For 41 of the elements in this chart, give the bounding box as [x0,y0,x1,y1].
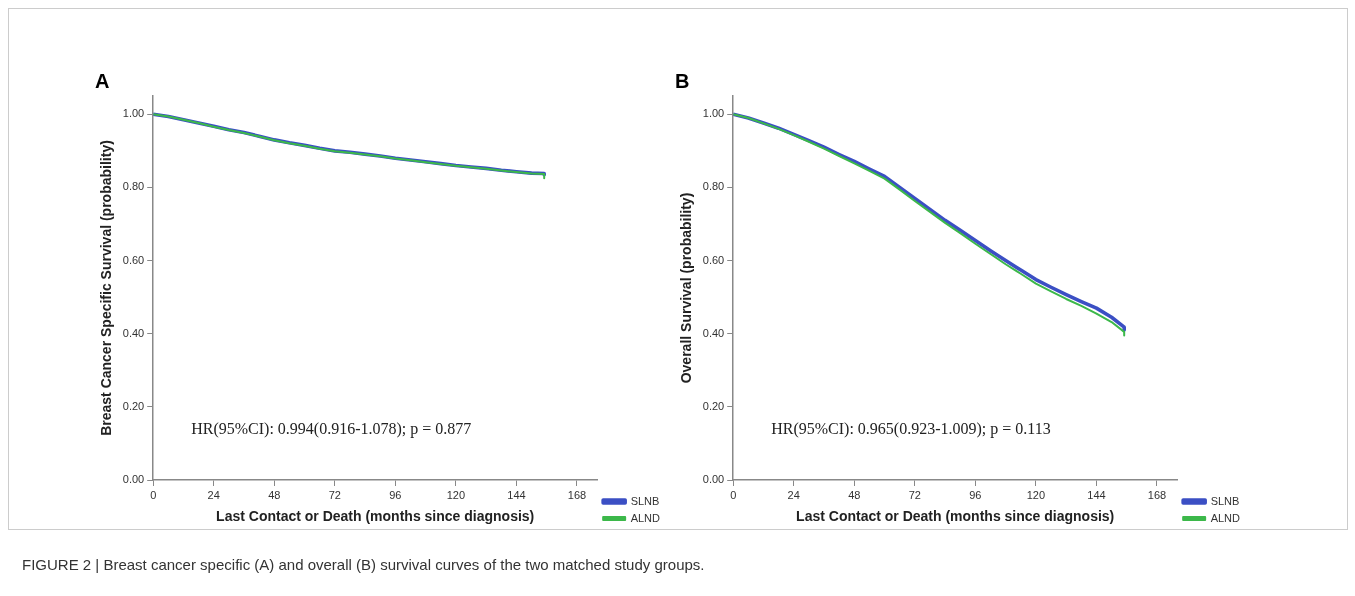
x-tick-label: 72 [908,488,921,501]
x-tick-label: 168 [567,488,587,501]
y-tick-label: 0.00 [702,473,725,486]
legend-label: SLNB [1210,494,1240,507]
x-tick-label: 72 [328,488,341,501]
y-axis-title: Overall Survival (probability) [678,192,695,384]
x-tick-label: 168 [1147,488,1167,501]
x-axis-title: Last Contact or Death (months since diagnosis) [216,508,535,525]
legend-label: ALND [1210,511,1241,524]
y-tick-label: 0.80 [702,180,725,193]
x-axis-title: Last Contact or Death (months since diagnosis) [796,508,1115,525]
legend-label: SLNB [630,494,660,507]
x-tick-label: 144 [1087,488,1106,501]
annotation: HR(95%CI): 0.965(0.923-1.009); p = 0.113 [771,420,1051,439]
x-tick-label: 96 [969,488,982,501]
y-axis-title: Breast Cancer Specific Survival (probability) [98,140,115,436]
x-tick-label: 0 [150,488,157,501]
y-tick-label: 0.00 [122,473,145,486]
y-tick-label: 1.00 [702,107,725,120]
x-tick-label: 24 [207,488,220,501]
x-tick-label: 48 [268,488,281,501]
chart-title: A [95,69,110,92]
y-tick-label: 0.80 [122,180,145,193]
y-tick-label: 0.40 [122,326,145,339]
x-tick-label: 120 [1026,488,1046,501]
x-tick-label: 120 [446,488,466,501]
chart-title: B [675,69,690,92]
y-tick-label: 0.20 [702,399,725,412]
y-tick-label: 0.40 [702,326,725,339]
x-tick-label: 96 [389,488,402,501]
y-tick-label: 1.00 [122,107,145,120]
y-tick-label: 0.20 [122,399,145,412]
y-tick-label: 0.60 [702,253,725,266]
x-tick-label: 24 [787,488,800,501]
annotation: HR(95%CI): 0.994(0.916-1.078); p = 0.877 [191,420,472,439]
x-tick-label: 0 [730,488,737,501]
x-tick-label: 48 [848,488,861,501]
caption: FIGURE 2 | Breast cancer specific (A) and overall (B) survival curves of the two matched study groups. [22,556,705,573]
y-tick-label: 0.60 [122,253,145,266]
legend-label: ALND [630,511,661,524]
x-tick-label: 144 [507,488,526,501]
